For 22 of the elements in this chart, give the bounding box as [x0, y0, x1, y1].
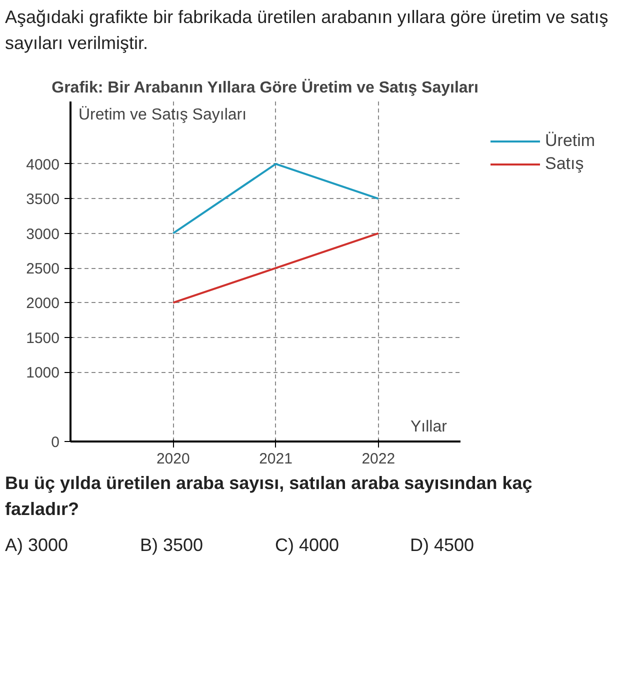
y-tick-label: 2500 — [26, 260, 60, 278]
y-tick-label: 3500 — [26, 192, 60, 209]
x-tick-label: 2022 — [362, 450, 396, 468]
text: C) 4000 — [275, 534, 340, 557]
text: Bu üç yılda üretilen araba sayısı, satılan araba sayısından kaç fazladır? — [5, 472, 534, 522]
y-tick-label: 1000 — [26, 365, 60, 382]
text: D) 4500 — [410, 534, 476, 557]
text: A) 3000 — [5, 534, 70, 557]
y-tick-label: 4000 — [26, 156, 60, 174]
text: Aşağıdaki grafikte bir fabrikada üretilen arabanın yıllara göre üretim ve satış sayıları verilmiştir. — [5, 6, 610, 55]
text: B) 3500 — [140, 534, 204, 557]
y-tick-label: 1500 — [26, 330, 60, 348]
x-tick-label: 2020 — [156, 450, 190, 468]
y-axis-title: Üretim ve Satış Sayıları — [78, 106, 247, 124]
x-tick-label: 2021 — [259, 450, 292, 468]
legend-label: Üretim — [545, 131, 596, 152]
x-axis-title: Yıllar — [410, 418, 448, 436]
legend-label: Satış — [545, 154, 584, 174]
y-tick-label: 3000 — [26, 226, 60, 244]
chart-title: Grafik: Bir Arabanın Yıllara Göre Üretim ve Satış Sayıları — [52, 78, 478, 97]
y-tick-label: 0 — [51, 434, 60, 452]
y-tick-label: 2000 — [26, 296, 60, 313]
